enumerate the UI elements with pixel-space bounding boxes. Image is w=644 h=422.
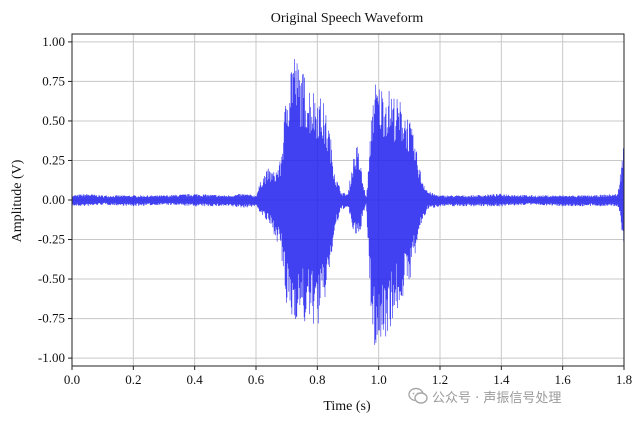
y-axis-label: Amplitude (V) bbox=[10, 159, 25, 242]
y-tick-label: -1.00 bbox=[38, 350, 65, 365]
x-tick-label: 0.0 bbox=[64, 372, 80, 387]
y-tick-label: 1.00 bbox=[42, 34, 65, 49]
x-axis-label: Time (s) bbox=[323, 399, 371, 414]
grid-lines bbox=[71, 34, 625, 366]
watermark: 公众号 · 声振信号处理 bbox=[408, 386, 561, 406]
wechat-icon bbox=[408, 387, 428, 404]
x-tick-label: 1.6 bbox=[555, 372, 572, 387]
y-tick-label: 0.25 bbox=[42, 152, 65, 167]
x-tick-label: 0.4 bbox=[187, 372, 204, 387]
y-axis: -1.00 -0.75 -0.50 -0.25 0.00 0.25 0.50 0.75 1.00 bbox=[38, 34, 72, 365]
series-layer bbox=[71, 59, 625, 345]
x-tick-label: 1.4 bbox=[493, 372, 510, 387]
y-tick-label: -0.75 bbox=[38, 311, 65, 326]
y-tick-label: -0.25 bbox=[38, 232, 65, 247]
x-axis: 0.0 0.2 0.4 0.6 0.8 1.0 1.2 1.4 1.6 1.8 bbox=[64, 366, 632, 387]
x-tick-label: 0.6 bbox=[248, 372, 265, 387]
watermark-text: 公众号 · 声振信号处理 bbox=[432, 390, 562, 406]
x-tick-label: 1.0 bbox=[371, 372, 387, 387]
y-tick-label: -0.50 bbox=[38, 271, 65, 286]
waveform-line bbox=[71, 59, 625, 345]
y-tick-label: 0.00 bbox=[42, 192, 65, 207]
y-tick-label: 0.50 bbox=[42, 113, 65, 128]
y-tick-label: 0.75 bbox=[42, 73, 65, 88]
x-tick-label: 0.2 bbox=[125, 372, 141, 387]
x-tick-label: 1.2 bbox=[432, 372, 448, 387]
x-tick-label: 0.8 bbox=[309, 372, 325, 387]
chart-title: Original Speech Waveform bbox=[271, 11, 424, 26]
x-tick-label: 1.8 bbox=[616, 372, 632, 387]
